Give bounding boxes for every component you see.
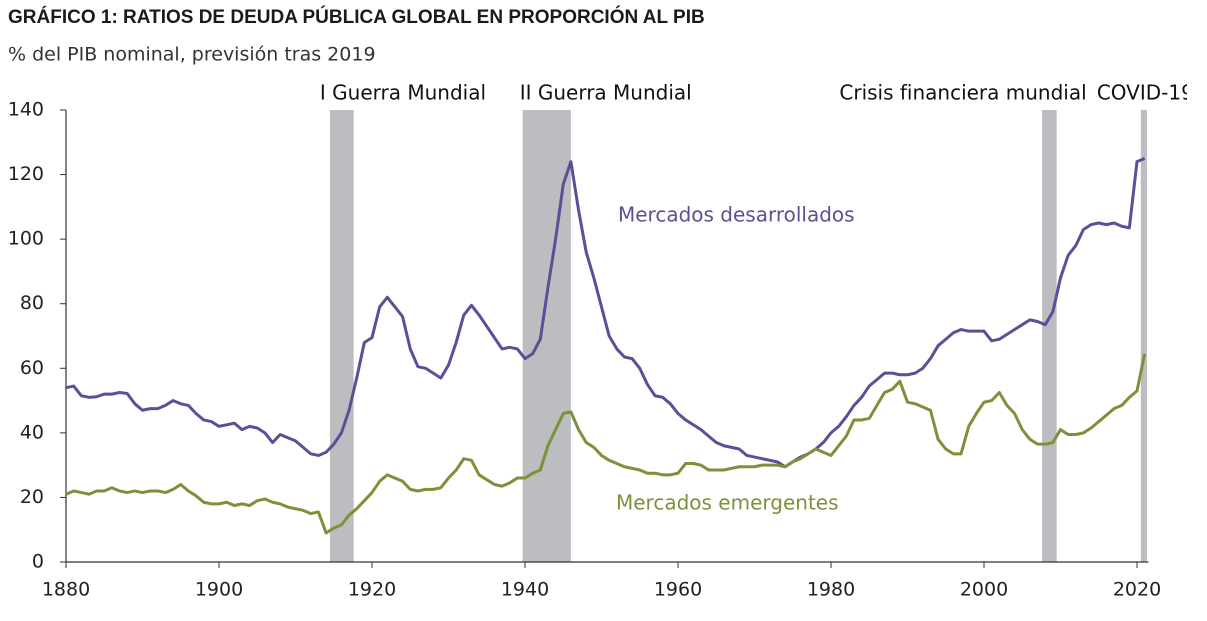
y-tick-label: 140 (8, 99, 44, 121)
y-tick-label: 40 (20, 421, 44, 443)
series-label: Mercados emergentes (616, 491, 839, 515)
x-tick-label: 2020 (1113, 579, 1161, 601)
period-label: COVID-19 (1097, 81, 1187, 105)
series-line (65, 157, 1146, 469)
x-tick-label: 2000 (960, 579, 1008, 601)
shaded-periods: I Guerra Mundial II Guerra Mundial Crisis … (320, 81, 1187, 562)
y-tick-label: 80 (20, 292, 44, 314)
y-tick-label: 100 (8, 228, 44, 250)
period-label: I Guerra Mundial (320, 81, 486, 105)
shaded-period (329, 110, 354, 562)
chart-title: GRÁFICO 1: RATIOS DE DEUDA PÚBLICA GLOBA… (8, 6, 705, 28)
shaded-period (1140, 110, 1147, 562)
y-tick-label: 60 (20, 357, 44, 379)
y-tick-label: 0 (32, 551, 44, 573)
series-line (65, 353, 1147, 535)
chart-subtitle: % del PIB nominal, previsión tras 2019 (8, 44, 376, 66)
series-lines: Mercados desarrollados Mercados emergente… (65, 157, 1147, 535)
shaded-period (522, 110, 571, 562)
y-tick-label: 120 (8, 163, 44, 185)
shaded-period (1042, 110, 1057, 562)
x-tick-label: 1880 (42, 579, 90, 601)
y-tick-label: 20 (20, 486, 44, 508)
series-label: Mercados desarrollados (618, 203, 855, 227)
x-tick-label: 1960 (654, 579, 702, 601)
period-label: Crisis financiera mundial (839, 81, 1086, 105)
x-tick-label: 1900 (195, 579, 243, 601)
axes: 0 20 40 60 80 100 120 140 1880 1900 1920 1940 1960 19… (8, 99, 1161, 601)
x-tick-label: 1980 (807, 579, 855, 601)
x-tick-label: 1920 (348, 579, 396, 601)
x-tick-label: 1940 (501, 579, 549, 601)
period-label: II Guerra Mundial (520, 81, 692, 105)
